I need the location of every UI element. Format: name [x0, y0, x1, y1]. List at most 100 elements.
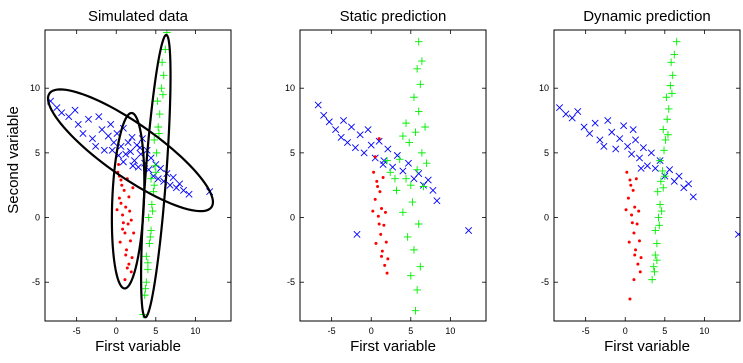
data-point: [127, 195, 131, 199]
data-point: [74, 120, 82, 128]
data-point: [130, 256, 134, 260]
data-point: [580, 123, 588, 131]
data-point: [391, 174, 399, 183]
data-point: [422, 159, 431, 168]
data-point: [148, 207, 157, 215]
data-point: [404, 159, 412, 167]
data-point: [172, 184, 180, 192]
data-point: [413, 65, 421, 73]
data-point: [386, 257, 390, 261]
x-tick-label: 0: [623, 326, 628, 336]
x-tick-label: 0: [114, 326, 119, 336]
plot-area: [46, 30, 215, 319]
panel-1: Simulated data First variable -5 0 5 10 -5 0 5 10: [30, 8, 232, 355]
data-point: [633, 253, 637, 257]
y-tick-label: 5: [290, 148, 295, 158]
data-point: [663, 115, 671, 124]
data-point: [629, 183, 633, 187]
data-point: [353, 230, 361, 238]
data-point: [655, 221, 664, 230]
data-point: [650, 268, 659, 276]
panel-3: Dynamic prediction First variable -5 0 5 10 -5…: [539, 8, 741, 355]
data-point: [147, 154, 155, 162]
data-point: [380, 254, 384, 258]
data-point: [407, 271, 415, 280]
data-point: [637, 239, 641, 243]
series-3: [383, 37, 431, 315]
data-point: [651, 251, 660, 259]
data-point: [123, 231, 127, 235]
data-point: [131, 186, 135, 190]
data-point: [666, 81, 675, 90]
data-point: [356, 131, 364, 139]
data-point: [680, 184, 688, 192]
data-point: [734, 230, 740, 238]
data-point: [157, 164, 165, 172]
data-point: [161, 45, 170, 54]
data-point: [95, 113, 103, 121]
data-point: [108, 146, 116, 154]
data-point: [147, 226, 155, 235]
data-point: [130, 157, 138, 165]
data-point: [151, 162, 159, 170]
data-point: [568, 114, 576, 122]
data-point: [433, 197, 441, 205]
data-point: [381, 175, 385, 179]
plot-area: [556, 37, 740, 301]
x-axis-label: First variable: [95, 338, 181, 355]
data-point: [410, 246, 418, 254]
data-point: [632, 278, 636, 282]
data-point: [332, 126, 340, 134]
axes-frame: [299, 29, 487, 322]
data-point: [128, 209, 132, 213]
series-2: [371, 137, 390, 275]
data-point: [118, 240, 122, 244]
series-3: [648, 37, 681, 284]
data-point: [384, 145, 392, 153]
data-point: [340, 117, 348, 125]
data-point: [628, 150, 636, 158]
data-point: [635, 222, 639, 226]
x-tick-label: 0: [369, 326, 374, 336]
data-point: [616, 135, 624, 143]
data-point: [371, 209, 375, 213]
data-point: [628, 178, 632, 182]
data-point: [176, 180, 184, 188]
data-point: [643, 162, 651, 170]
data-point: [144, 265, 152, 274]
y-tick-label: 10: [30, 83, 40, 93]
plot-area: [314, 37, 473, 315]
y-tick-label: 5: [544, 148, 549, 158]
data-point: [126, 222, 130, 226]
data-point: [380, 206, 384, 210]
data-point: [150, 181, 159, 189]
data-point: [403, 233, 412, 241]
x-tick-label: 5: [408, 326, 413, 336]
data-point: [79, 129, 87, 137]
data-point: [591, 119, 599, 127]
data-point: [124, 205, 128, 209]
data-point: [586, 129, 594, 137]
data-point: [636, 262, 640, 266]
data-point: [119, 201, 123, 205]
data-point: [382, 223, 386, 227]
data-point: [152, 168, 160, 177]
data-point: [343, 139, 352, 147]
data-point: [651, 226, 660, 235]
data-point: [364, 126, 372, 134]
data-point: [413, 286, 421, 294]
data-point: [465, 226, 473, 234]
data-point: [632, 136, 640, 144]
data-point: [372, 170, 376, 174]
data-point: [380, 249, 384, 253]
y-tick-label: -5: [32, 277, 40, 287]
data-point: [667, 58, 675, 67]
data-point: [668, 71, 677, 80]
data-point: [405, 138, 414, 147]
data-point: [421, 123, 429, 131]
data-point: [410, 93, 418, 102]
data-point: [144, 213, 153, 222]
y-tick-label: 0: [35, 213, 40, 223]
data-point: [351, 144, 359, 152]
data-point: [414, 220, 423, 228]
